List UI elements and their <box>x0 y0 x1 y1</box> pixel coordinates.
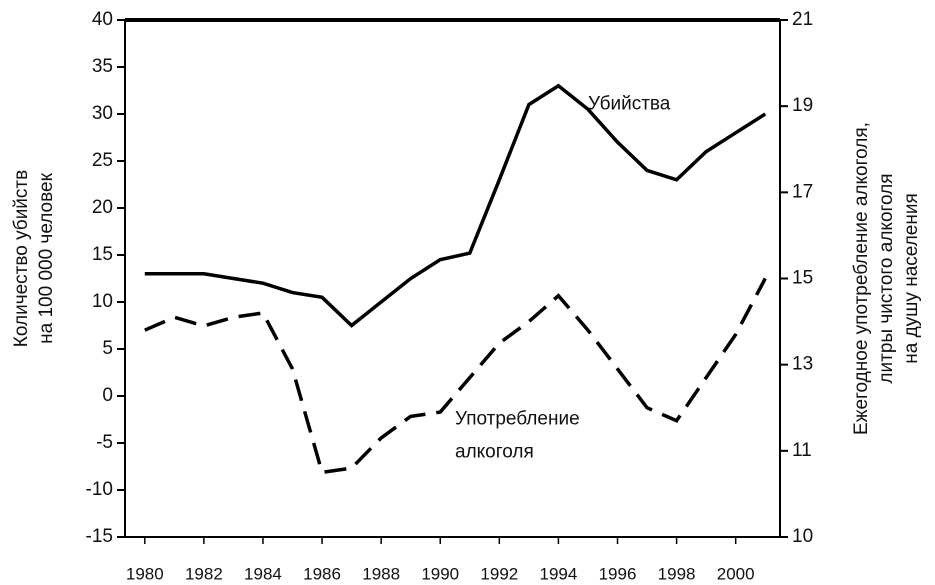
y2-axis-label: литры чистого алкоголя <box>876 173 897 383</box>
y-tick-label: 10 <box>92 291 113 312</box>
x-tick-label: 1998 <box>658 564 696 583</box>
x-tick-label: 1980 <box>126 564 164 583</box>
y2-tick-label: 13 <box>792 354 813 375</box>
y-tick-label: 15 <box>92 244 113 265</box>
x-tick-label: 1984 <box>244 564 282 583</box>
y2-tick-label: 21 <box>792 9 813 30</box>
data-line <box>144 83 767 328</box>
y-tick-label: 30 <box>92 103 113 124</box>
x-tick-label: 1994 <box>540 564 578 583</box>
y2-tick-label: 10 <box>792 526 813 547</box>
y2-tick-label: 15 <box>792 268 813 289</box>
y2-tick-label: 17 <box>792 181 813 202</box>
y2-axis-label: Ежегодное употребление алкоголя, <box>851 122 872 435</box>
y-tick-label: 25 <box>92 150 113 171</box>
x-tick-label: 2000 <box>717 564 755 583</box>
x-tick-label: 1992 <box>480 564 518 583</box>
annotation: Употребление <box>455 409 580 430</box>
y-tick-label: 40 <box>92 9 113 30</box>
y-tick-label: 0 <box>102 385 113 406</box>
y-axis-label: Количество убийств <box>11 170 32 347</box>
y2-tick-label: 11 <box>792 440 812 461</box>
x-tick-label: 1996 <box>599 564 637 583</box>
y-tick-label: 35 <box>92 56 113 77</box>
x-tick-label: 1990 <box>421 564 459 583</box>
x-tick-label: 1986 <box>303 564 341 583</box>
annotation: алкоголя <box>455 441 534 462</box>
x-tick-label: 1988 <box>362 564 400 583</box>
y-tick-label: -15 <box>86 526 113 547</box>
y-axis-label: на 100 000 человек <box>36 172 57 343</box>
y-tick-label: 20 <box>92 197 113 218</box>
y-tick-label: -10 <box>86 479 113 500</box>
y-tick-label: -5 <box>96 432 113 453</box>
y-tick-label: 5 <box>102 338 113 359</box>
annotation: Убийства <box>588 94 671 115</box>
x-tick-label: 1982 <box>185 564 223 583</box>
data-line <box>144 277 767 475</box>
y2-axis-label: на душу населения <box>901 193 922 364</box>
y2-tick-label: 19 <box>792 95 813 116</box>
